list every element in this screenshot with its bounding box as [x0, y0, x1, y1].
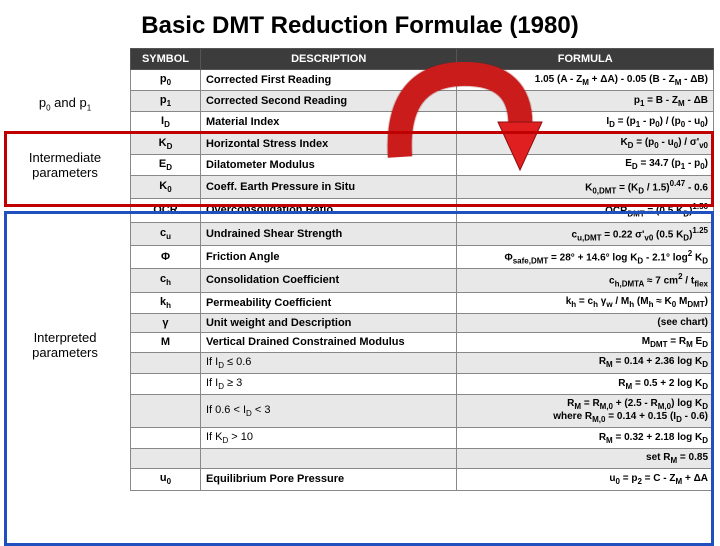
label-p0p1: p0 and p1: [5, 95, 125, 113]
formula-cell: K0,DMT = (KD / 1.5)0.47 - 0.6: [457, 175, 714, 198]
description-cell: Equilibrium Pore Pressure: [200, 469, 457, 490]
symbol-cell: u0: [131, 469, 201, 490]
page-title: Basic DMT Reduction Formulae (1980): [0, 0, 720, 48]
side-labels: p0 and p1 Intermediate parameters Interp…: [0, 48, 130, 491]
formulae-table: SYMBOLDESCRIPTIONFORMULA p0Corrected Fir…: [130, 48, 714, 491]
description-cell: Corrected First Reading: [200, 70, 457, 91]
table-row: IDMaterial IndexID = (p1 - p0) / (p0 - u…: [131, 112, 714, 133]
symbol-cell: [131, 373, 201, 394]
table-row: OCROverconsolidation RatioOCRDMT = (0.5 …: [131, 199, 714, 222]
formula-cell: ED = 34.7 (p1 - p0): [457, 154, 714, 175]
formula-cell: 1.05 (A - ZM + ΔA) - 0.05 (B - ZM - ΔB): [457, 70, 714, 91]
symbol-cell: [131, 352, 201, 373]
table-body: p0Corrected First Reading1.05 (A - ZM + …: [131, 70, 714, 491]
description-cell: If 0.6 < ID < 3: [200, 395, 457, 428]
table-row: If KD > 10RM = 0.32 + 2.18 log KD: [131, 428, 714, 449]
formula-cell: ID = (p1 - p0) / (p0 - u0): [457, 112, 714, 133]
formula-cell: RM = 0.14 + 2.36 log KD: [457, 352, 714, 373]
col-header: SYMBOL: [131, 49, 201, 70]
symbol-cell: [131, 428, 201, 449]
description-cell: Corrected Second Reading: [200, 91, 457, 112]
description-cell: Material Index: [200, 112, 457, 133]
description-cell: If ID ≤ 0.6: [200, 352, 457, 373]
table-row: If 0.6 < ID < 3RM = RM,0 + (2.5 - RM,0) …: [131, 395, 714, 428]
symbol-cell: M: [131, 332, 201, 352]
formula-cell: RM = 0.32 + 2.18 log KD: [457, 428, 714, 449]
table-row: set RM = 0.85: [131, 449, 714, 469]
description-cell: Horizontal Stress Index: [200, 133, 457, 154]
symbol-cell: γ: [131, 313, 201, 332]
symbol-cell: ED: [131, 154, 201, 175]
formula-cell: (see chart): [457, 313, 714, 332]
symbol-cell: kh: [131, 292, 201, 313]
description-cell: Friction Angle: [200, 245, 457, 268]
symbol-cell: KD: [131, 133, 201, 154]
table-row: cuUndrained Shear Strengthcu,DMT = 0.22 …: [131, 222, 714, 245]
formula-cell: KD = (p0 - u0) / σ'v0: [457, 133, 714, 154]
formula-cell: RM = RM,0 + (2.5 - RM,0) log KDwhere RM,…: [457, 395, 714, 428]
formula-cell: MDMT = RM ED: [457, 332, 714, 352]
description-cell: [200, 449, 457, 469]
symbol-cell: [131, 449, 201, 469]
formula-cell: p1 = B - ZM - ΔB: [457, 91, 714, 112]
table-row: p0Corrected First Reading1.05 (A - ZM + …: [131, 70, 714, 91]
table-row: chConsolidation Coefficientch,DMTA ≈ 7 c…: [131, 269, 714, 292]
symbol-cell: K0: [131, 175, 201, 198]
col-header: FORMULA: [457, 49, 714, 70]
label-interpreted: Interpreted parameters: [5, 330, 125, 360]
table-row: u0Equilibrium Pore Pressureu0 = p2 = C -…: [131, 469, 714, 490]
symbol-cell: ch: [131, 269, 201, 292]
description-cell: Overconsolidation Ratio: [200, 199, 457, 222]
description-cell: Dilatometer Modulus: [200, 154, 457, 175]
table-row: p1Corrected Second Readingp1 = B - ZM - …: [131, 91, 714, 112]
formula-cell: Φsafe,DMT = 28° + 14.6° log KD - 2.1° lo…: [457, 245, 714, 268]
table-row: ΦFriction AngleΦsafe,DMT = 28° + 14.6° l…: [131, 245, 714, 268]
description-cell: Consolidation Coefficient: [200, 269, 457, 292]
table-area: SYMBOLDESCRIPTIONFORMULA p0Corrected Fir…: [130, 48, 720, 491]
description-cell: If KD > 10: [200, 428, 457, 449]
symbol-cell: Φ: [131, 245, 201, 268]
description-cell: Vertical Drained Constrained Modulus: [200, 332, 457, 352]
description-cell: Permeability Coefficient: [200, 292, 457, 313]
symbol-cell: cu: [131, 222, 201, 245]
symbol-cell: [131, 395, 201, 428]
table-row: MVertical Drained Constrained ModulusMDM…: [131, 332, 714, 352]
table-row: If ID ≥ 3RM = 0.5 + 2 log KD: [131, 373, 714, 394]
symbol-cell: ID: [131, 112, 201, 133]
formula-cell: cu,DMT = 0.22 σ'v0 (0.5 KD)1.25: [457, 222, 714, 245]
formula-cell: OCRDMT = (0.5 KD)1.56: [457, 199, 714, 222]
table-row: γUnit weight and Description(see chart): [131, 313, 714, 332]
table-row: KDHorizontal Stress IndexKD = (p0 - u0) …: [131, 133, 714, 154]
table-row: K0Coeff. Earth Pressure in SituK0,DMT = …: [131, 175, 714, 198]
table-row: EDDilatometer ModulusED = 34.7 (p1 - p0): [131, 154, 714, 175]
label-intermediate: Intermediate parameters: [5, 150, 125, 180]
symbol-cell: OCR: [131, 199, 201, 222]
symbol-cell: p0: [131, 70, 201, 91]
col-header: DESCRIPTION: [200, 49, 457, 70]
description-cell: Unit weight and Description: [200, 313, 457, 332]
description-cell: Coeff. Earth Pressure in Situ: [200, 175, 457, 198]
formula-cell: set RM = 0.85: [457, 449, 714, 469]
description-cell: Undrained Shear Strength: [200, 222, 457, 245]
symbol-cell: p1: [131, 91, 201, 112]
formula-cell: ch,DMTA ≈ 7 cm2 / tflex: [457, 269, 714, 292]
formula-cell: kh = ch γw / Mh (Mh ≈ K0 MDMT): [457, 292, 714, 313]
table-row: If ID ≤ 0.6RM = 0.14 + 2.36 log KD: [131, 352, 714, 373]
description-cell: If ID ≥ 3: [200, 373, 457, 394]
main-layout: p0 and p1 Intermediate parameters Interp…: [0, 48, 720, 491]
formula-cell: RM = 0.5 + 2 log KD: [457, 373, 714, 394]
table-header-row: SYMBOLDESCRIPTIONFORMULA: [131, 49, 714, 70]
table-row: khPermeability Coefficientkh = ch γw / M…: [131, 292, 714, 313]
formula-cell: u0 = p2 = C - ZM + ΔA: [457, 469, 714, 490]
